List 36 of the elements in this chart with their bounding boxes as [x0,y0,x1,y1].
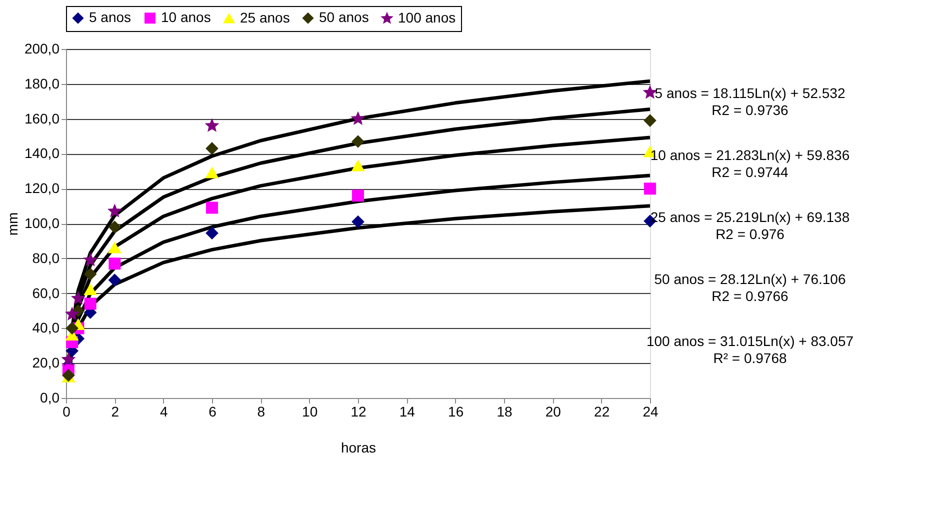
legend-label: 100 anos [398,10,456,26]
y-tick-label: 200,0 [24,40,60,56]
y-tick-label: 180,0 [24,75,60,92]
x-tick-label: 16 [448,404,464,420]
y-tick-label: 0,0 [40,390,60,406]
x-tick-label: 18 [496,404,512,420]
x-tick-label: 6 [208,404,217,420]
x-axis-title: horas [340,440,376,456]
y-tick-label: 160,0 [24,110,60,126]
x-tick-label: 24 [642,404,658,420]
legend-label: 10 anos [161,9,211,26]
y-axis-title: mm [4,212,20,236]
x-tick-label: 10 [302,404,318,420]
y-tick-label: 20,0 [32,354,60,371]
x-tick-label: 22 [594,404,610,420]
y-tick-label: 140,0 [24,145,60,162]
y-tick-label: 100,0 [24,215,60,231]
x-tick-label: 20 [545,404,562,420]
annotation: 10 anos = 21.283Ln(x) + 59.836 R2 = 0.9744 [650,147,850,180]
y-tick-label: 120,0 [24,180,60,196]
x-tick-label: 4 [160,404,168,420]
legend-label: 25 anos [240,9,290,26]
text: 5 anos = 18.115Ln(x) + 52.532 R2 = 0.9736 [654,85,846,118]
y-tick-label: 80,0 [32,250,60,266]
y-tick-label: 60,0 [32,284,60,301]
x-tick-label: 0 [62,404,71,420]
legend-label: 50 anos [319,9,369,26]
x-tick-label: 2 [111,404,120,420]
text: 50 anos = 28.12Ln(x) + 76.106 R2 = 0.9766 [654,271,846,304]
x-tick-label: 8 [257,404,266,420]
legend-label: 5 anos [89,9,132,26]
annotation: 25 anos = 25.219Ln(x) + 69.138 R2 = 0.976 [650,209,850,242]
x-tick-label: 14 [399,404,416,420]
y-tick-label: 40,0 [32,320,60,336]
x-tick-label: 12 [350,404,366,420]
annotation: 100 anos = 31.015Ln(x) + 83.057 R² = 0.9768 [646,333,854,366]
